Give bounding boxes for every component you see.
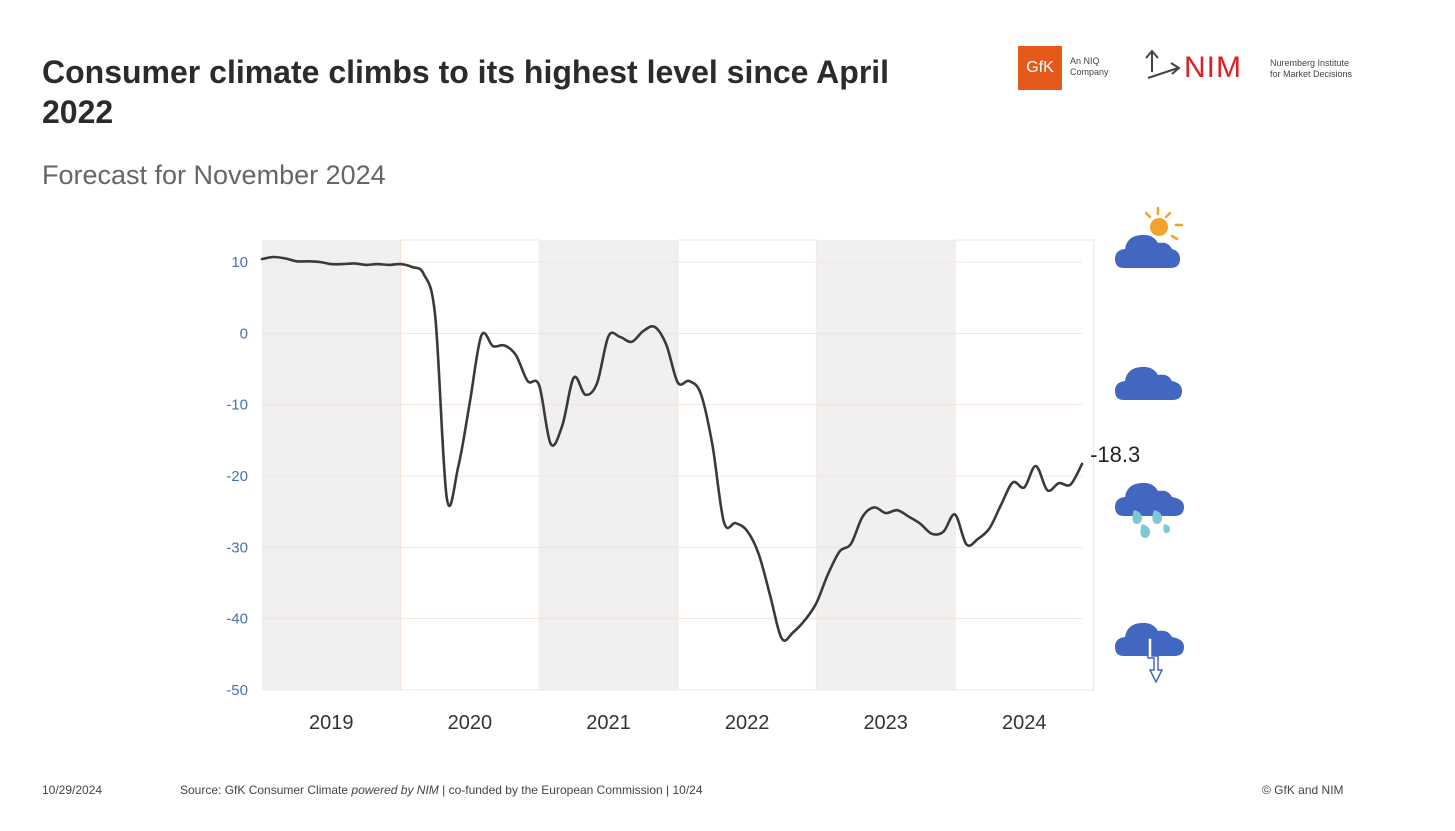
y-tick-label: 0 — [240, 325, 248, 342]
thunderstorm-cloud-icon — [1115, 622, 1184, 684]
gfk-logo-caption: An NIQ Company — [1070, 56, 1109, 78]
sun-behind-cloud-icon — [1115, 206, 1184, 268]
x-tick-label: 2020 — [448, 712, 493, 734]
footer-source: Source: GfK Consumer Climate powered by … — [180, 783, 703, 797]
consumer-climate-chart: 100-10-20-30-40-50 2019 2020 2021 2022 2023 2… — [226, 239, 1140, 734]
year-band-2019 — [262, 240, 401, 690]
source-prefix: Source: GfK Consumer Climate — [180, 783, 352, 797]
gridlines — [262, 261, 1082, 691]
nim-logo-caption: Nuremberg Institute for Market Decisions — [1270, 58, 1352, 80]
consumer-climate-line — [260, 255, 1084, 642]
source-suffix: | co-funded by the European Commission |… — [438, 783, 703, 797]
nim-caption-line1: Nuremberg Institute — [1270, 58, 1350, 68]
x-tick-label: 2023 — [863, 712, 908, 734]
y-tick-label: -20 — [226, 468, 248, 485]
footer-copyright: © GfK and NIM — [1262, 783, 1344, 797]
y-tick-label: -40 — [226, 611, 248, 628]
year-band-2022 — [677, 239, 817, 691]
year-bands — [262, 239, 1095, 691]
year-band-2023 — [816, 240, 955, 690]
source-italic: powered by NIM — [351, 783, 439, 797]
y-tick-label: -30 — [226, 539, 248, 556]
page-subtitle: Forecast for November 2024 — [42, 160, 386, 190]
nim-logo: NIM — [1184, 51, 1242, 84]
y-axis-ticks: 10 0 -10 -20 -30 -40 -50 — [226, 254, 248, 699]
y-tick-label: -50 — [226, 682, 248, 699]
logo-bar: GfK An NIQ Company NIM Nuremberg Institu… — [1018, 44, 1378, 90]
x-tick-label: 2019 — [309, 712, 354, 734]
latest-value-label: -18.3 — [1090, 442, 1140, 467]
page-title: Consumer climate climbs to its highest l… — [42, 54, 890, 130]
year-band-2021 — [539, 240, 678, 690]
gfk-logo: GfK — [1018, 46, 1062, 90]
rain-cloud-icon — [1115, 482, 1184, 538]
x-tick-label: 2022 — [725, 712, 770, 734]
x-tick-label: 2024 — [1002, 712, 1047, 734]
x-tick-label: 2021 — [586, 712, 631, 734]
y-tick-label: -10 — [226, 397, 248, 414]
footer-date: 10/29/2024 — [42, 783, 103, 797]
gfk-caption-line1: An NIQ — [1070, 56, 1100, 66]
year-band-2024 — [954, 239, 1095, 691]
nim-arrow-icon — [1145, 49, 1181, 79]
year-band-2020 — [400, 239, 540, 691]
gfk-caption-line2: Company — [1070, 67, 1109, 77]
x-axis-ticks: 2019 2020 2021 2022 2023 2024 — [309, 712, 1047, 734]
y-tick-label: 10 — [231, 254, 248, 271]
cloud-icon — [1115, 366, 1182, 400]
nim-caption-line2: for Market Decisions — [1270, 69, 1353, 79]
